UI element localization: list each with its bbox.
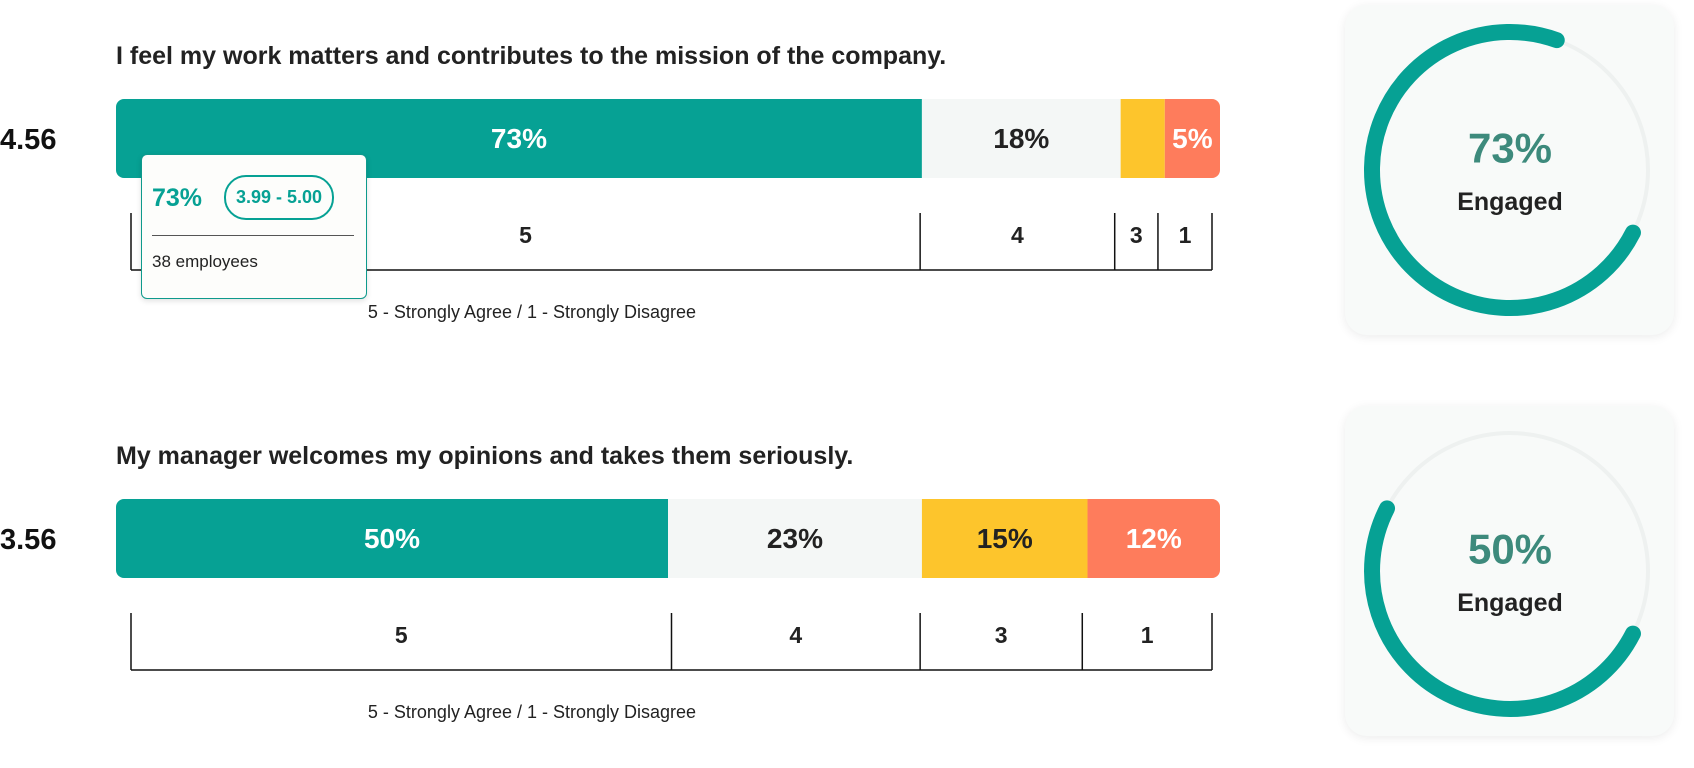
- scale-label: 4: [789, 622, 802, 648]
- score: 3.56: [0, 524, 56, 556]
- gauge-arc: [1364, 500, 1641, 717]
- gauge-value: 50%: [1468, 526, 1552, 573]
- tooltip-percent: 73%: [152, 184, 203, 212]
- question: I feel my work matters and contributes t…: [116, 42, 946, 70]
- tooltip-range: 3.99 - 5.00: [224, 175, 335, 220]
- bar-segment: [921, 499, 1088, 578]
- segment-label: 15%: [977, 523, 1033, 554]
- tooltip: 73% 3.99 - 5.00 38 employees: [141, 154, 367, 299]
- gauge-arc: [1364, 24, 1641, 316]
- tooltip-divider: [152, 235, 354, 236]
- segment-label: 73%: [491, 123, 547, 154]
- segment-label: 23%: [767, 523, 823, 554]
- scale-label: 3: [1130, 222, 1143, 248]
- gauge-card: [1345, 5, 1674, 335]
- gauge-card: [1345, 406, 1674, 736]
- bar-segment: [921, 99, 1121, 178]
- scale-legend: 5 - Strongly Agree / 1 - Strongly Disagr…: [368, 302, 696, 322]
- bar-segment: [116, 499, 668, 578]
- bar-segment: [1164, 99, 1220, 178]
- question: My manager welcomes my opinions and take…: [116, 442, 853, 470]
- bar-segment: [1120, 99, 1165, 178]
- segment-label: 18%: [993, 123, 1049, 154]
- scale-label: 5: [519, 222, 532, 248]
- scale-label: 1: [1179, 222, 1192, 248]
- segment-label: 50%: [364, 523, 420, 554]
- gauge-caption: Engaged: [1457, 188, 1563, 216]
- scale-label: 5: [395, 622, 408, 648]
- scale-label: 1: [1141, 622, 1154, 648]
- scale-label: 4: [1011, 222, 1024, 248]
- scale-legend: 5 - Strongly Agree / 1 - Strongly Disagr…: [368, 702, 696, 722]
- gauge-caption: Engaged: [1457, 589, 1563, 617]
- segment-label: 12%: [1126, 523, 1182, 554]
- score: 4.56: [0, 124, 56, 156]
- scale-label: 3: [995, 622, 1008, 648]
- bar-segment: [1087, 499, 1220, 578]
- segment-label: 5%: [1172, 123, 1213, 154]
- bar-segment: [668, 499, 922, 578]
- tooltip-employees: 38 employees: [152, 252, 258, 271]
- gauge-value: 73%: [1468, 125, 1552, 172]
